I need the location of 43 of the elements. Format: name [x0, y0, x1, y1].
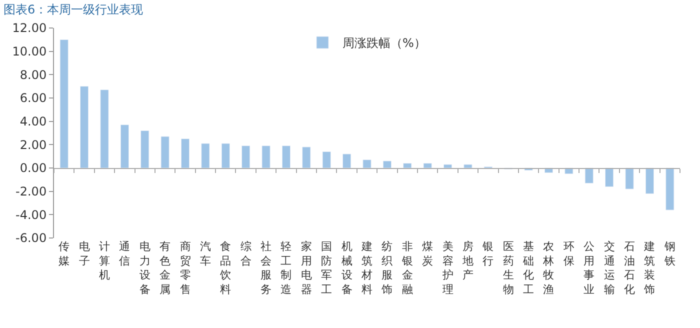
x-tick-label: 医药生物 [502, 240, 514, 296]
x-tick-label: 建筑材料 [360, 240, 372, 296]
x-tick-label: 建筑装饰 [643, 240, 656, 296]
x-tick-label: 机械设备 [341, 240, 352, 296]
x-tick-label: 电子 [78, 240, 90, 268]
y-tick-label: 6.00 [20, 91, 47, 106]
y-tick-label: 4.00 [20, 114, 47, 129]
x-tick-label: 家用电器 [300, 240, 312, 296]
x-tick-label: 综合 [240, 240, 252, 268]
x-tick-label: 农林牧渔 [542, 240, 554, 296]
x-tick-label: 石油石化 [624, 240, 636, 296]
x-tick-label: 美容护理 [441, 240, 454, 296]
x-tick-label: 食品饮料 [219, 240, 232, 296]
y-tick-label: 2.00 [20, 138, 47, 152]
y-tick-label: -4.00 [16, 208, 47, 222]
y-tick-label: -6.00 [16, 231, 47, 246]
x-tick-label: 银行 [482, 240, 494, 268]
x-tick-label: 纺织服饰 [380, 240, 393, 296]
y-tick-label: 10.00 [12, 44, 47, 59]
chart-title: 图表6：本周一级行业表现 [4, 2, 144, 16]
x-tick-label: 传媒 [58, 240, 70, 268]
x-tick-label: 商贸零售 [180, 240, 191, 296]
y-tick-label: 8.00 [20, 68, 47, 82]
legend-label: 周涨跌幅（%） [342, 36, 426, 50]
x-tick-label: 非银金融 [400, 240, 413, 296]
x-tick-label: 公用事业 [584, 240, 595, 296]
y-tick-label: 0.00 [20, 161, 47, 176]
y-tick-label: 12.00 [12, 21, 47, 36]
x-tick-label: 轻工制造 [280, 240, 292, 296]
y-tick-label: -2.00 [16, 184, 47, 199]
x-tick-label: 交通运输 [604, 240, 615, 296]
x-tick-label: 有色金属 [160, 240, 171, 296]
x-tick-label: 通信 [119, 240, 130, 268]
x-tick-label: 计算机 [98, 240, 110, 282]
x-tick-label: 汽车 [200, 240, 211, 268]
x-tick-label: 钢铁 [663, 240, 676, 268]
x-tick-label: 环保 [563, 240, 574, 268]
x-tick-label: 社会服务 [260, 240, 272, 296]
x-tick-label: 煤炭 [422, 240, 434, 268]
x-tick-label: 基础化工 [522, 240, 534, 296]
x-tick-label: 房地产 [461, 240, 474, 282]
x-tick-label: 国防军工 [321, 240, 332, 296]
x-tick-label: 电力设备 [139, 240, 150, 296]
